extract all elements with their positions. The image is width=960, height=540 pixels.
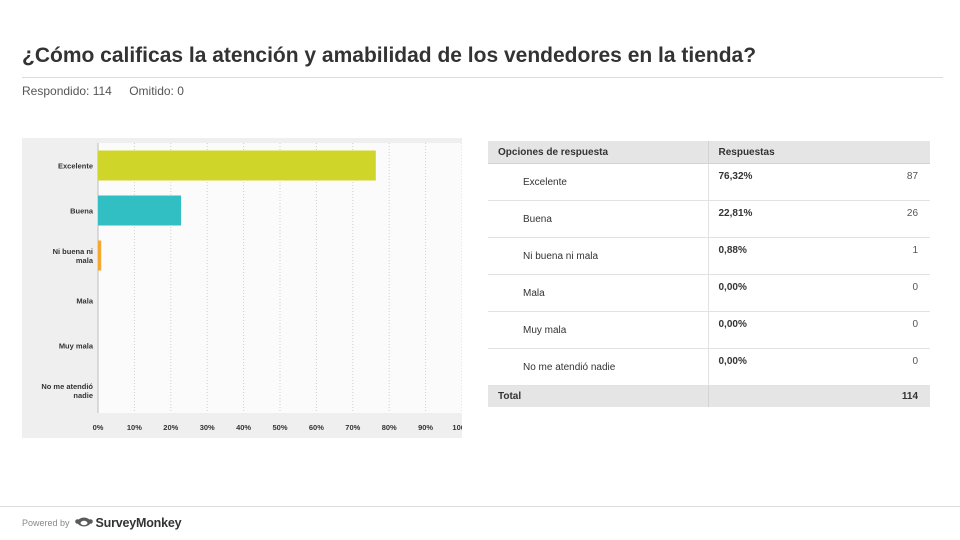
row-percent: 22,81% xyxy=(707,200,818,238)
page-title: ¿Cómo calificas la atención y amabilidad… xyxy=(22,44,757,67)
row-percent: 76,32% xyxy=(707,163,818,201)
powered-by-text: Powered by xyxy=(22,518,70,528)
bar xyxy=(98,150,376,181)
row-option: Buena xyxy=(488,200,708,238)
table-header-row: Opciones de respuesta Respuestas xyxy=(488,141,931,164)
total-spacer xyxy=(707,385,818,407)
category-label: Mala xyxy=(76,297,94,306)
total-value: 114 xyxy=(818,385,931,407)
header-responses: Respuestas xyxy=(707,141,931,164)
table-row: Ni buena ni mala 0,88% 1 xyxy=(488,237,931,275)
row-count: 1 xyxy=(818,237,931,275)
row-percent: 0,88% xyxy=(707,237,818,275)
bar-chart: Excelente Buena Ni buena ni mala Mala Muy mal… xyxy=(22,138,462,438)
x-tick-label: 30% xyxy=(200,423,215,432)
row-count: 0 xyxy=(818,311,931,349)
row-option: Muy mala xyxy=(488,311,708,349)
brand-name: SurveyMonkey xyxy=(95,516,182,530)
row-option: Ni buena ni mala xyxy=(488,237,708,275)
row-percent: 0,00% xyxy=(707,348,818,386)
bar xyxy=(98,240,102,271)
category-label: Muy mala xyxy=(59,342,94,351)
x-tick-label: 50% xyxy=(272,423,287,432)
row-count: 87 xyxy=(818,163,931,201)
table-row: Mala 0,00% 0 xyxy=(488,274,931,312)
table-total-row: Total 114 xyxy=(488,385,931,407)
row-option: Excelente xyxy=(488,163,708,201)
responses-table: Opciones de respuesta Respuestas Excelen… xyxy=(488,141,931,407)
row-option: No me atendió nadie xyxy=(488,348,708,386)
table-row: No me atendió nadie 0,00% 0 xyxy=(488,348,931,386)
category-label: Excelente xyxy=(58,162,93,171)
table-row: Buena 22,81% 26 xyxy=(488,200,931,238)
table-row: Excelente 76,32% 87 xyxy=(488,163,931,201)
footer: Powered by SurveyMonkey xyxy=(22,514,182,532)
x-tick-label: 80% xyxy=(382,423,397,432)
footer-divider xyxy=(0,506,960,507)
x-tick-label: 90% xyxy=(418,423,433,432)
row-count: 0 xyxy=(818,348,931,386)
table-row: Muy mala 0,00% 0 xyxy=(488,311,931,349)
surveymonkey-logo-icon xyxy=(74,514,93,532)
row-count: 0 xyxy=(818,274,931,312)
category-label: Buena xyxy=(70,207,94,216)
skipped-count: Omitido: 0 xyxy=(129,84,184,98)
x-tick-label: 100% xyxy=(452,423,462,432)
x-tick-label: 20% xyxy=(163,423,178,432)
category-label: Ni buena ni mala xyxy=(53,247,94,265)
title-divider xyxy=(22,77,943,78)
answered-count: Respondido: 114 xyxy=(22,84,112,98)
category-label: No me atendió nadie xyxy=(41,382,93,400)
row-option: Mala xyxy=(488,274,708,312)
total-label: Total xyxy=(488,385,708,407)
x-tick-label: 60% xyxy=(309,423,324,432)
row-percent: 0,00% xyxy=(707,311,818,349)
x-tick-label: 70% xyxy=(345,423,360,432)
header-options: Opciones de respuesta xyxy=(488,141,708,164)
x-tick-label: 10% xyxy=(127,423,142,432)
x-tick-label: 0% xyxy=(93,423,104,432)
response-summary: Respondido: 114 Omitido: 0 xyxy=(22,84,184,98)
x-tick-label: 40% xyxy=(236,423,251,432)
row-percent: 0,00% xyxy=(707,274,818,312)
bar xyxy=(98,195,182,226)
row-count: 26 xyxy=(818,200,931,238)
